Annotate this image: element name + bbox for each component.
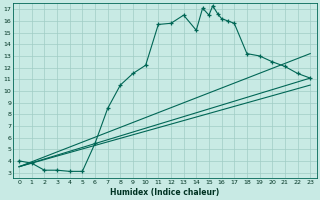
X-axis label: Humidex (Indice chaleur): Humidex (Indice chaleur) xyxy=(110,188,219,197)
